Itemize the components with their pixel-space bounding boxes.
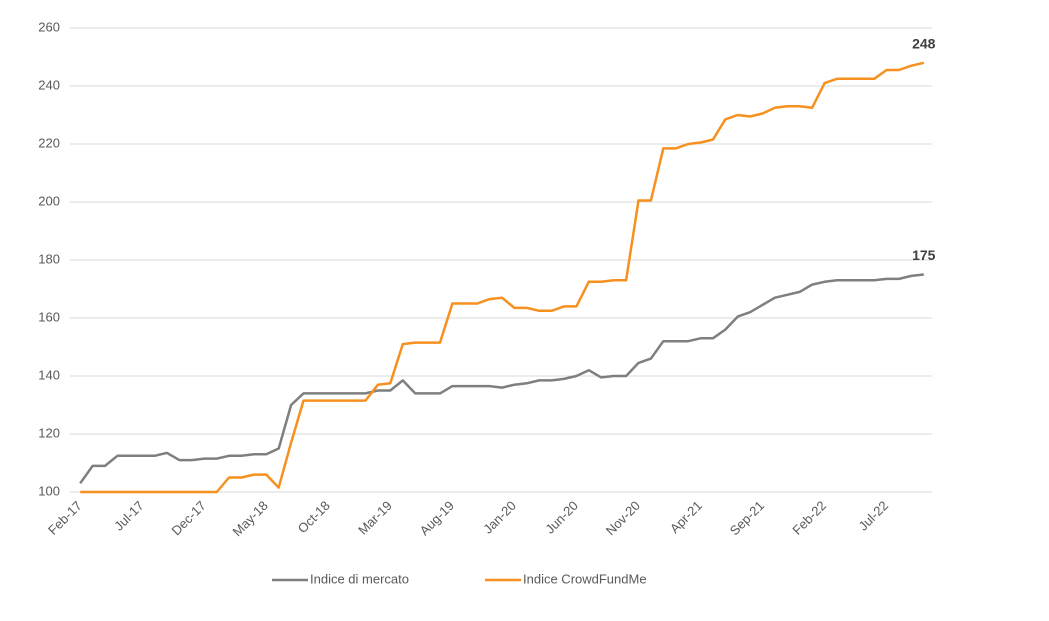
y-tick-label: 200: [38, 193, 60, 208]
x-tick-label: Mar-19: [355, 498, 395, 538]
x-tick-label: Apr-21: [667, 498, 705, 536]
x-tick-label: Oct-18: [295, 498, 333, 536]
x-tick-label: Feb-22: [789, 498, 829, 538]
x-tick-label: Aug-19: [417, 498, 457, 538]
y-tick-label: 120: [38, 425, 60, 440]
series-line: [79, 273, 924, 485]
x-tick-label: May-18: [230, 498, 271, 539]
x-tick-label: Jul-17: [111, 498, 147, 534]
y-tick-label: 160: [38, 309, 60, 324]
x-tick-label: Dec-17: [169, 498, 209, 538]
y-tick-label: 100: [38, 483, 60, 498]
end-label: 248: [912, 36, 936, 52]
x-tick-label: Jul-22: [855, 498, 891, 534]
legend-label: Indice di mercato: [310, 571, 409, 586]
x-tick-label: Jun-20: [542, 498, 581, 537]
y-tick-label: 140: [38, 367, 60, 382]
y-tick-label: 180: [38, 251, 60, 266]
x-tick-label: Jan-20: [480, 498, 519, 537]
legend-label: Indice CrowdFundMe: [523, 571, 647, 586]
x-tick-label: Nov-20: [603, 498, 643, 538]
end-label: 175: [912, 247, 936, 263]
y-tick-label: 240: [38, 77, 60, 92]
y-tick-label: 260: [38, 19, 60, 34]
y-tick-label: 220: [38, 135, 60, 150]
x-tick-label: Sep-21: [727, 498, 767, 538]
x-tick-label: Feb-17: [45, 498, 85, 538]
series-line: [80, 61, 925, 494]
